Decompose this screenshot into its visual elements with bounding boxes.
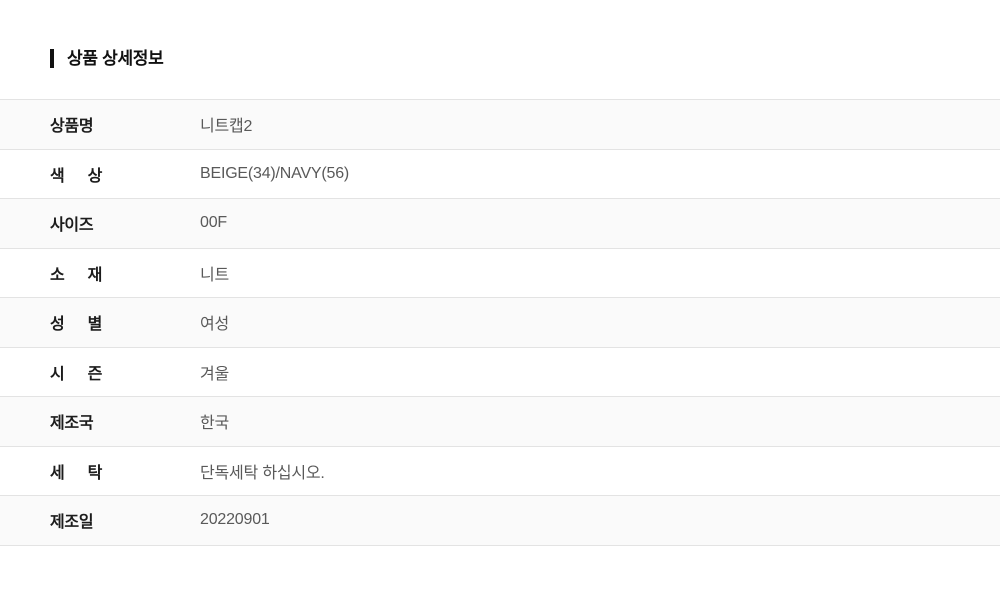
row-value: 니트캡2 [200,118,253,136]
section-header: 상품 상세정보 [50,49,164,68]
table-row: 성 별 여성 [0,298,1000,348]
row-label: 제조국 [50,415,94,433]
table-row: 제조일 20220901 [0,496,1000,546]
row-value: 20220901 [200,511,270,529]
row-value: 한국 [200,415,230,433]
row-label: 소 재 [50,266,102,284]
table-row: 상품명 니트캡2 [0,100,1000,150]
table-row: 사이즈 00F [0,199,1000,249]
row-value: 여성 [200,316,230,334]
title-accent-bar-icon [50,49,54,68]
row-value: 겨울 [200,365,230,383]
row-label: 성 별 [50,316,102,334]
table-row: 세 탁 단독세탁 하십시오. [0,446,1000,496]
row-value: 00F [200,214,227,232]
table-row: 소 재 니트 [0,248,1000,298]
table-row: 색 상 BEIGE(34)/NAVY(56) [0,149,1000,199]
row-label: 세 탁 [50,464,102,482]
row-label: 시 즌 [50,365,102,383]
table-row: 제조국 한국 [0,397,1000,447]
table-row: 시 즌 겨울 [0,347,1000,397]
row-label: 사이즈 [50,217,94,235]
row-label: 상품명 [50,118,94,136]
row-value: 단독세탁 하십시오. [200,464,325,482]
row-value: BEIGE(34)/NAVY(56) [200,164,350,182]
row-label: 색 상 [50,167,102,185]
row-label: 제조일 [50,514,94,532]
product-detail-table: 상품명 니트캡2 색 상 BEIGE(34)/NAVY(56) 사이즈 00F … [0,99,1000,546]
section-title: 상품 상세정보 [67,49,164,68]
row-value: 니트 [200,266,230,284]
